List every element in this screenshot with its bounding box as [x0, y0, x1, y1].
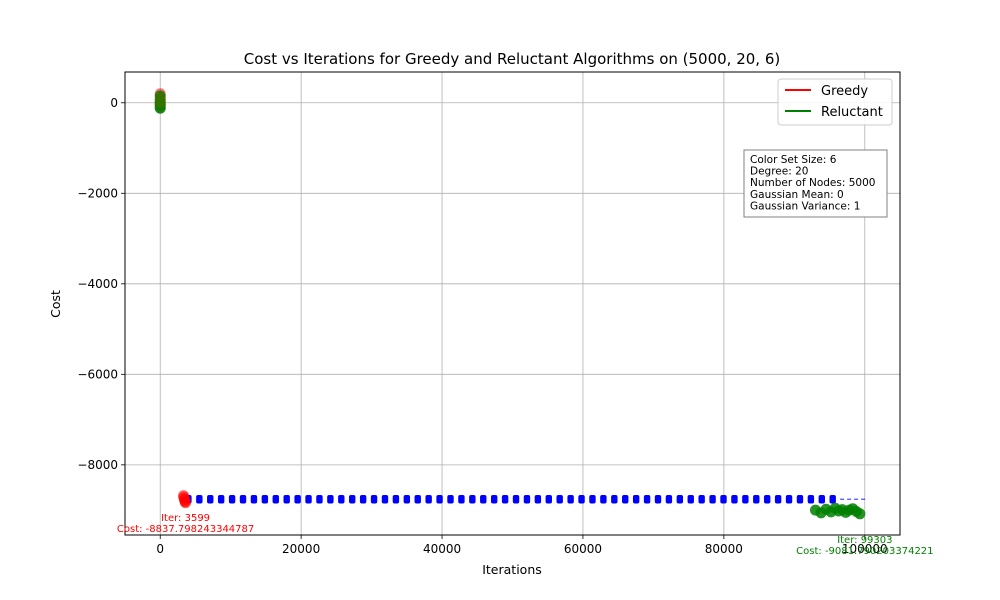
x-tick-label: 40000	[423, 542, 461, 556]
annotation-label: Cost: -9081.790203374221	[796, 546, 933, 557]
info-line: Number of Nodes: 5000	[750, 177, 875, 189]
data-point	[447, 495, 454, 504]
data-point	[818, 495, 825, 504]
annotation-label: Iter: 99303	[837, 535, 892, 546]
y-axis-label: Cost	[48, 290, 63, 318]
data-point	[774, 495, 782, 504]
data-point	[370, 495, 378, 504]
y-tick-label: −8000	[77, 458, 118, 472]
data-point	[698, 495, 705, 504]
info-box	[743, 149, 888, 218]
x-axis-label: Iterations	[482, 562, 542, 577]
data-point	[753, 495, 760, 504]
data-point	[720, 495, 727, 504]
data-point	[480, 495, 487, 504]
data-point	[807, 495, 815, 504]
start-cluster	[155, 92, 166, 109]
data-point	[600, 495, 607, 504]
data-point	[327, 495, 334, 504]
y-tick-label: 0	[110, 96, 118, 110]
data-point	[742, 495, 749, 504]
data-point	[217, 495, 225, 504]
data-point	[261, 495, 269, 504]
data-point	[272, 495, 279, 504]
data-point	[316, 495, 323, 504]
data-point	[545, 495, 552, 504]
series-blue	[185, 495, 869, 504]
info-line: Gaussian Mean: 0	[750, 189, 844, 201]
data-point	[239, 495, 247, 504]
data-point	[676, 495, 684, 504]
data-point	[305, 495, 312, 504]
data-point	[709, 495, 716, 504]
data-point	[567, 495, 574, 504]
data-point	[180, 497, 192, 509]
data-point	[785, 495, 793, 504]
data-point	[436, 495, 443, 504]
data-point	[349, 495, 356, 504]
data-point	[228, 495, 236, 504]
data-point	[578, 495, 585, 504]
data-point	[414, 495, 421, 504]
data-point	[403, 495, 411, 504]
data-point	[622, 495, 629, 504]
plot-frame	[124, 71, 901, 536]
y-tick-label: −2000	[77, 186, 118, 200]
data-point	[534, 495, 542, 504]
data-point	[250, 495, 258, 504]
data-point	[359, 495, 367, 504]
annotation-label: Cost: -8837.798243344787	[117, 524, 254, 535]
data-point	[501, 495, 509, 504]
data-point	[665, 495, 673, 504]
data-point	[469, 495, 476, 504]
data-point	[854, 508, 866, 520]
data-point	[458, 495, 465, 504]
info-line: Gaussian Variance: 1	[750, 200, 860, 212]
data-point	[611, 495, 618, 504]
data-point	[654, 495, 662, 504]
data-point	[643, 495, 651, 504]
data-point	[763, 495, 771, 504]
data-point	[392, 495, 400, 504]
y-tick-label: −6000	[77, 367, 118, 381]
y-tick-label: −4000	[77, 277, 118, 291]
data-point	[196, 495, 203, 504]
x-tick-label: 60000	[564, 542, 602, 556]
info-line: Color Set Size: 6	[750, 154, 837, 166]
data-point	[523, 495, 531, 504]
x-tick-label: 20000	[282, 542, 320, 556]
data-point	[283, 495, 290, 504]
info-line: Degree: 20	[750, 166, 808, 178]
data-point	[207, 495, 214, 504]
chart-title: Cost vs Iterations for Greedy and Reluct…	[244, 50, 780, 68]
data-point	[381, 495, 389, 504]
data-point	[796, 495, 804, 504]
data-point	[556, 495, 563, 504]
data-point	[829, 495, 836, 504]
legend-label: Greedy	[821, 84, 868, 99]
data-point	[490, 495, 498, 504]
annotation-label: Iter: 3599	[161, 513, 210, 524]
data-point	[731, 495, 738, 504]
data-point	[589, 495, 596, 504]
data-point	[338, 495, 345, 504]
data-point	[687, 495, 694, 504]
x-tick-label: 100000	[842, 542, 888, 556]
legend-label: Reluctant	[821, 105, 883, 120]
x-tick-label: 0	[156, 542, 164, 556]
x-tick-label: 80000	[705, 542, 743, 556]
data-point	[425, 495, 432, 504]
data-point	[632, 495, 640, 504]
data-point	[512, 495, 520, 504]
data-point	[294, 495, 301, 504]
